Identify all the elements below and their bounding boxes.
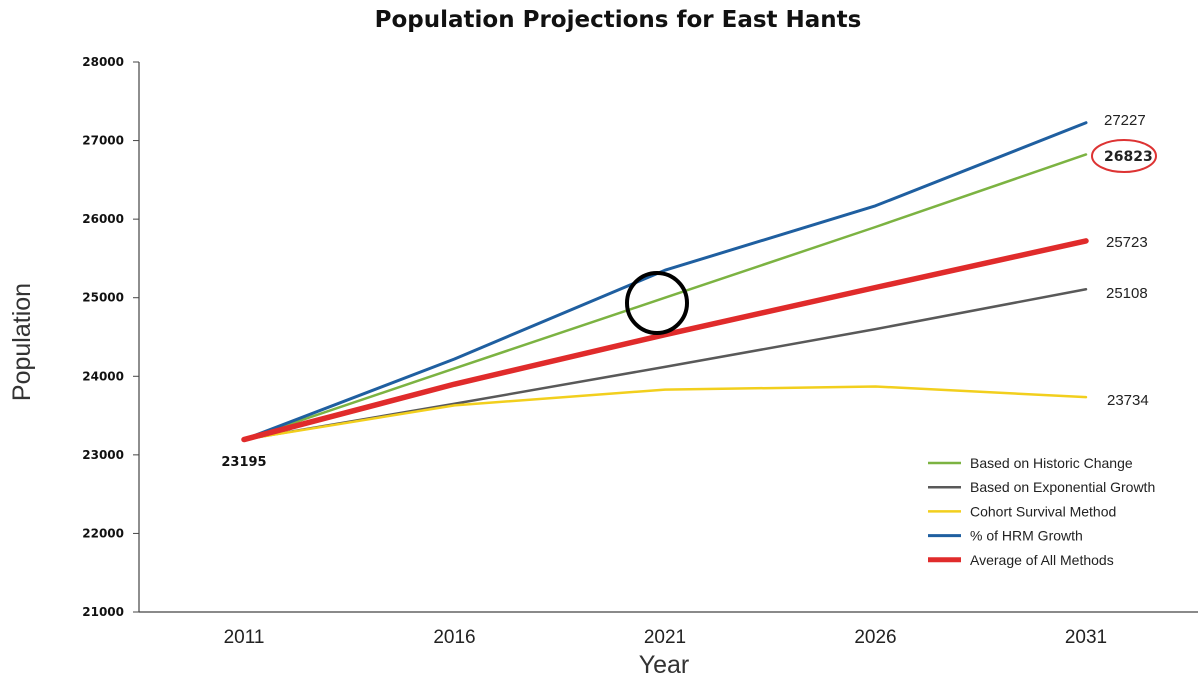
legend-label: Based on Historic Change	[970, 455, 1133, 471]
y-tick-label: 22000	[82, 526, 124, 540]
end-value-labels: 27227 26823 25723 25108 23734	[1104, 112, 1153, 409]
end-label-exponential: 25108	[1106, 285, 1148, 302]
start-value-label: 23195	[221, 455, 266, 470]
x-tick-label: 2021	[644, 627, 686, 648]
legend: Based on Historic Change Based on Exponen…	[928, 455, 1155, 568]
y-tick-label: 24000	[82, 369, 124, 383]
y-tick-label: 26000	[82, 212, 124, 226]
end-label-hrm: 27227	[1104, 112, 1146, 129]
legend-label: % of HRM Growth	[970, 528, 1083, 544]
highlight-ring-2021	[625, 271, 689, 335]
series-line-based-on-exponential-growth	[242, 287, 1088, 441]
axes	[138, 62, 1198, 613]
y-tick-label: 23000	[82, 448, 124, 462]
series-line-of-hrm-growth	[242, 121, 1088, 442]
series-lines	[241, 121, 1089, 443]
chart-title: Population Projections for East Hants	[375, 7, 862, 33]
legend-label: Based on Exponential Growth	[970, 479, 1155, 495]
y-tick-label: 21000	[82, 605, 124, 619]
legend-label: Cohort Survival Method	[970, 503, 1116, 519]
x-tick-label: 2016	[433, 627, 475, 648]
x-tick-label: 2026	[854, 627, 896, 648]
highlight-ring-end-value	[1091, 139, 1157, 173]
series-line-cohort-survival-method	[242, 385, 1088, 441]
x-axis-label: Year	[639, 651, 690, 676]
legend-label: Average of All Methods	[970, 552, 1114, 568]
y-tick-labels: 21000 22000 23000 24000 25000 26000 27000 28000	[82, 55, 139, 619]
x-tick-labels: 2011 2016 2021 2026 2031	[224, 627, 1108, 648]
end-label-average: 25723	[1106, 234, 1148, 251]
end-label-cohort: 23734	[1107, 392, 1149, 409]
end-label-historic: 26823	[1104, 149, 1153, 165]
y-tick-label: 27000	[82, 134, 124, 148]
x-tick-label: 2011	[224, 627, 265, 648]
x-tick-label: 2031	[1065, 627, 1107, 648]
y-tick-label: 25000	[82, 291, 124, 305]
y-tick-label: 28000	[82, 55, 124, 69]
y-axis-label: Population	[8, 283, 36, 401]
series-line-based-on-historic-change	[242, 153, 1088, 441]
series-line-average-of-all-methods	[241, 238, 1089, 443]
